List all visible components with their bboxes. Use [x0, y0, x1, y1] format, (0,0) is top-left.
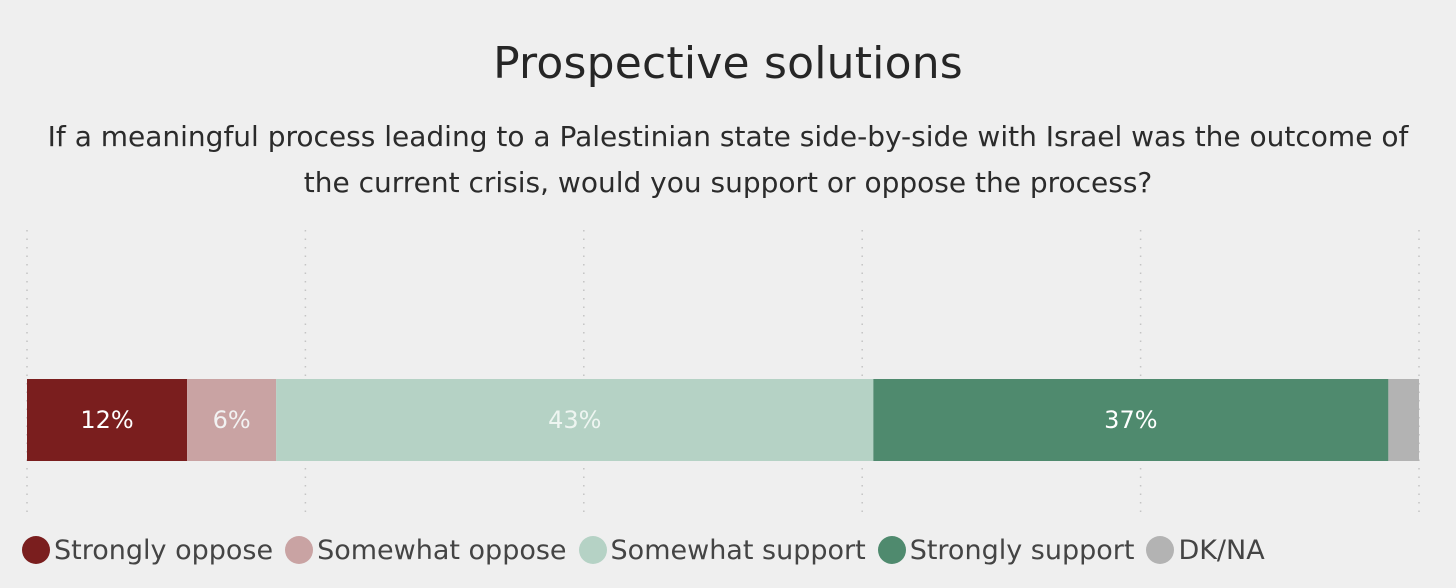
- legend-label: Strongly oppose: [54, 534, 274, 566]
- chart-title: Prospective solutions: [493, 38, 963, 89]
- bar-segment: [187, 379, 277, 461]
- legend-swatch: [877, 536, 906, 564]
- legend-swatch: [1146, 536, 1175, 564]
- legend-item: Strongly oppose: [22, 535, 273, 566]
- bar-segment: [27, 379, 188, 461]
- legend-label: DK/NA: [1178, 534, 1265, 566]
- legend-label: Strongly support: [909, 534, 1135, 566]
- data-label: 12%: [80, 406, 133, 434]
- legend-item: Strongly support: [877, 534, 1135, 566]
- legend-item: Somewhat support: [578, 534, 866, 566]
- bar-segment: [1388, 379, 1419, 461]
- legend-item: Somewhat oppose: [285, 534, 567, 566]
- chart-legend: Strongly oppose Somewhat oppose Somewhat s…: [22, 528, 1442, 572]
- legend-item: DK/NA: [1146, 534, 1265, 566]
- legend-label: Somewhat support: [610, 534, 866, 566]
- data-label: 6%: [213, 406, 251, 434]
- chart-subtitle: If a meaningful process leading to a Pal…: [47, 120, 1409, 199]
- legend-swatch: [22, 536, 50, 564]
- data-label: 37%: [1104, 406, 1157, 434]
- legend-swatch: [578, 536, 607, 564]
- legend-label: Somewhat oppose: [317, 534, 567, 566]
- bar-segment: [276, 379, 874, 461]
- data-label: 43%: [548, 406, 601, 434]
- bar-segment: [873, 379, 1389, 461]
- legend-swatch: [285, 536, 314, 564]
